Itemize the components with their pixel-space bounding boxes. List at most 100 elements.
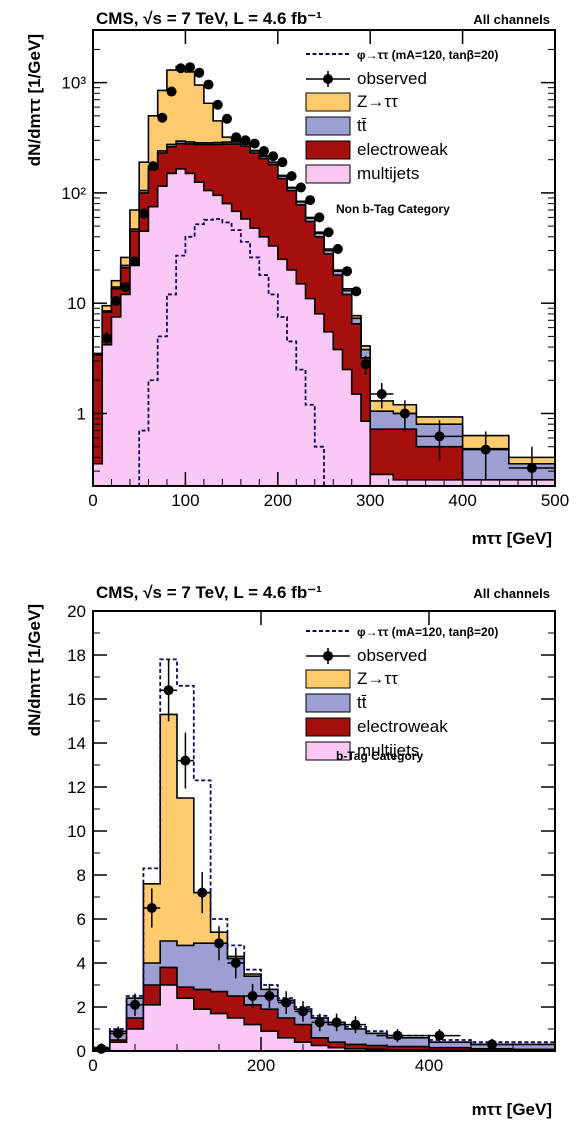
- panel2-legend-observed-label: observed: [357, 646, 427, 665]
- panel2-ytick-label: 14: [67, 734, 86, 753]
- panel1-data-marker: [166, 86, 177, 97]
- panel1-data-point: [129, 256, 140, 267]
- panel1-data-point: [323, 227, 334, 238]
- panel1-ytick-label: 1: [77, 404, 86, 423]
- panel2-data-marker: [264, 991, 275, 1001]
- panel2-data-point: [345, 1016, 366, 1034]
- panel1-data-point: [332, 244, 343, 255]
- panel1-data-point: [286, 171, 297, 182]
- panel2-xtick-label: 200: [247, 1056, 275, 1075]
- panel1-data-marker: [314, 212, 325, 223]
- panel1-xlabel: mττ [GeV]: [472, 529, 552, 548]
- panel1-data-point: [138, 208, 149, 219]
- panel1-legend-ttbar-swatch: [305, 116, 351, 136]
- panel1-xtick-label: 400: [448, 491, 476, 510]
- panel1-data-point: [240, 135, 251, 146]
- panel1-legend-ewk-label: electroweak: [357, 140, 448, 159]
- panel2-data-point: [261, 983, 278, 1009]
- panel1-xtick-label: 0: [88, 491, 97, 510]
- panel2-data-marker: [230, 958, 241, 968]
- panel1-data-point: [249, 138, 260, 149]
- panel1-data-point: [314, 212, 325, 223]
- panel1-data-marker: [360, 359, 371, 370]
- panel2-data-point: [143, 888, 161, 928]
- panel2-data-marker: [180, 755, 191, 766]
- panel1-data-point: [305, 195, 316, 206]
- panel1-xtick-label: 500: [541, 491, 569, 510]
- panel2-data-marker: [314, 1017, 325, 1028]
- panel2-plot-group: 0 200 400 0 2 4 6 8 10 12 14 16 18 20: [67, 602, 556, 1075]
- panel1-data-point: [157, 112, 168, 123]
- panel2-data-point: [294, 1001, 312, 1022]
- panel1-data-point: [268, 151, 279, 162]
- panel1-data-marker: [120, 282, 131, 293]
- panel1-ytick-label: 10³: [61, 74, 86, 93]
- panel2-data-marker: [392, 1030, 403, 1041]
- panel2-data-marker: [331, 1017, 342, 1028]
- panel2-data-marker: [163, 685, 174, 696]
- panel2-data-marker: [434, 1030, 445, 1041]
- panel1-data-point: [508, 446, 555, 486]
- panel1-data-marker: [277, 157, 288, 168]
- panel1-data-point: [370, 383, 394, 409]
- panel2-data-point: [210, 926, 228, 961]
- panel2-data-point: [328, 1013, 345, 1032]
- panel1-data-marker: [342, 266, 353, 277]
- panel1-data-marker: [526, 463, 537, 474]
- panel1-data-marker: [434, 431, 445, 442]
- panel2-data-marker: [197, 887, 208, 898]
- panel1-data-marker: [212, 99, 223, 110]
- panel1-data-marker: [323, 227, 334, 238]
- panel1-data-point: [462, 431, 509, 480]
- panel1-legend-signal-label: φ→ττ (mA=120, tanβ=20): [357, 48, 498, 62]
- panel2-legend-ewk-label: electroweak: [357, 717, 448, 736]
- panel1-signal-line: [93, 218, 555, 487]
- panel1-data-marker: [185, 62, 196, 73]
- panel2-legend-signal-label: φ→ττ (mA=120, tanβ=20): [357, 625, 498, 639]
- panel1-data-marker: [480, 444, 491, 455]
- panel2-data-point: [227, 947, 245, 979]
- panel2-data-point: [471, 1038, 513, 1050]
- panel1-data-point: [221, 113, 232, 124]
- panel2-data-point: [193, 871, 211, 914]
- panel2-legend-qcd-label: multijets: [357, 741, 419, 760]
- panel1-data-marker: [305, 195, 316, 206]
- panel2-data-point: [177, 732, 194, 789]
- panel1-data-marker: [157, 112, 168, 123]
- panel1-plot-group: 0 100 200 300 400 500 1 10 10² 10³: [61, 29, 569, 510]
- panel1-ytick-label: 10²: [61, 184, 86, 203]
- panel1-data-marker: [258, 145, 269, 156]
- panel1-legend-ztt-swatch: [305, 92, 351, 112]
- panel1-legend-observed-label: observed: [357, 69, 427, 88]
- panel1-data-point: [148, 161, 159, 172]
- panel2-data-point: [311, 1013, 329, 1032]
- panel1-data-point: [231, 132, 242, 143]
- panel2-legend-ttbar-label: tt̄: [357, 693, 367, 712]
- panel1-data-marker: [399, 408, 410, 419]
- panel1-data-point: [185, 62, 196, 73]
- panel2-ytick-label: 10: [67, 822, 86, 841]
- panel1-category-label: Non b-Tag Category: [336, 202, 450, 216]
- panel2-legend-ttbar-swatch: [305, 693, 351, 713]
- panel2-ytick-label: 4: [77, 954, 86, 973]
- panel1-legend-qcd-label: multijets: [357, 164, 419, 183]
- panel2-category-label: b-Tag Category: [336, 749, 423, 763]
- panel1-data-marker: [231, 132, 242, 143]
- panel2-xtick-label: 400: [415, 1056, 443, 1075]
- panel2-legend-ztt-swatch: [305, 669, 351, 689]
- panel2-signal-line: [93, 658, 555, 1049]
- panel2-data-marker: [487, 1039, 497, 1050]
- panel2-data-marker: [281, 997, 292, 1008]
- panel1-data-point: [194, 67, 205, 78]
- panel1-data-marker: [175, 63, 186, 74]
- panel2-ytick-label: 16: [67, 690, 86, 709]
- panel1-ytick-label: 10: [67, 294, 86, 313]
- panel2-header-right: All channels: [473, 586, 550, 601]
- panel1-data-marker: [332, 244, 343, 255]
- panel2-data-marker: [146, 903, 157, 913]
- panel2-data-point: [376, 1029, 419, 1043]
- panel1-data-point: [120, 282, 131, 293]
- panel2-data-marker: [130, 999, 140, 1010]
- panel1-data-marker: [194, 67, 205, 78]
